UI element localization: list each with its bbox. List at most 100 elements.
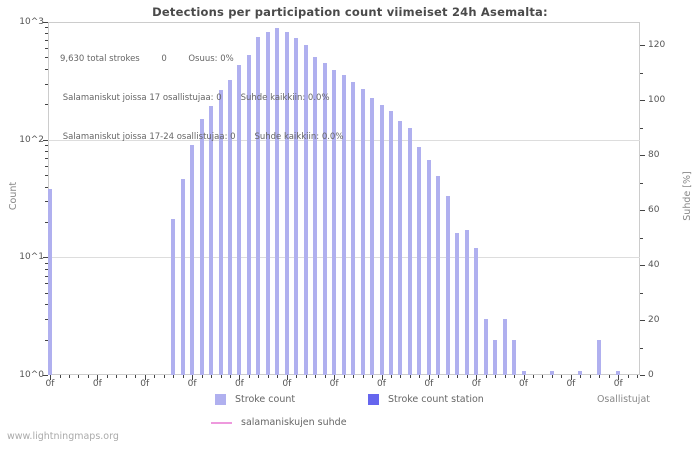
x-minor-tick — [608, 375, 610, 378]
bar — [417, 146, 422, 375]
x-major-tick — [144, 375, 146, 380]
y-left-minor-tick — [45, 165, 48, 167]
bar — [436, 176, 441, 375]
bar — [512, 339, 516, 375]
x-minor-tick — [504, 375, 506, 378]
x-minor-tick — [135, 375, 137, 378]
y-right-tick-label: 80 — [648, 150, 660, 160]
x-minor-tick — [637, 375, 639, 378]
y-left-minor-tick — [45, 27, 48, 29]
x-minor-tick — [390, 375, 392, 378]
bar — [256, 36, 261, 375]
x-minor-tick — [627, 375, 629, 378]
y-left-major-tick — [43, 22, 48, 23]
x-minor-tick — [277, 375, 279, 378]
bar — [493, 339, 498, 375]
y-left-minor-tick — [45, 151, 48, 153]
bar — [474, 248, 479, 375]
x-minor-tick — [106, 375, 108, 378]
x-minor-tick — [362, 375, 364, 378]
y-right-major-tick — [640, 210, 645, 211]
bar — [379, 105, 384, 375]
bar — [284, 31, 289, 375]
x-major-tick — [570, 375, 572, 380]
bar — [370, 98, 374, 375]
bar — [455, 233, 460, 375]
stats-line-total: 9,630 total strokes 0 Osuus: 0% — [60, 54, 234, 64]
legend-item-ratio: salamaniskujen suhde — [211, 417, 347, 428]
y-right-minor-tick — [640, 182, 643, 184]
x-minor-tick — [201, 375, 203, 378]
bar — [313, 56, 318, 375]
x-minor-tick — [59, 375, 61, 378]
x-minor-tick — [324, 375, 326, 378]
y-right-minor-tick — [640, 292, 643, 294]
bar — [265, 31, 270, 375]
x-minor-tick — [315, 375, 317, 378]
stats-line-17: Salamaniskut joissa 17 osallistujaa: 0 S… — [60, 93, 330, 103]
x-minor-tick — [154, 375, 156, 378]
x-minor-tick — [599, 375, 601, 378]
x-minor-tick — [533, 375, 534, 378]
y-right-major-tick — [640, 45, 645, 46]
y-left-minor-tick — [45, 304, 48, 306]
x-minor-tick — [561, 375, 563, 378]
bar — [445, 196, 450, 375]
x-minor-tick — [551, 375, 553, 378]
y-left-minor-tick — [45, 145, 48, 147]
x-minor-tick — [466, 375, 468, 378]
x-tick-label: 0f — [329, 379, 339, 389]
x-tick-label: 0f — [424, 379, 434, 389]
y-right-major-tick — [640, 375, 645, 376]
x-minor-tick — [78, 375, 80, 378]
y-right-tick-label: 60 — [648, 205, 660, 215]
x-minor-tick — [125, 375, 127, 378]
y-left-minor-tick — [45, 33, 48, 35]
x-minor-tick — [447, 375, 449, 378]
x-minor-tick — [542, 375, 544, 378]
y-left-major-tick — [43, 257, 48, 259]
bar — [426, 160, 431, 375]
y-left-minor-tick — [45, 186, 48, 188]
x-major-tick — [192, 375, 194, 380]
bar — [322, 63, 327, 375]
x-minor-tick — [68, 375, 70, 378]
bar — [578, 371, 583, 375]
y-left-tick-label: 10^1 — [19, 252, 44, 263]
y-right-minor-tick — [640, 72, 643, 74]
x-major-tick — [381, 375, 383, 380]
x-minor-tick — [514, 375, 515, 378]
x-minor-tick — [589, 375, 591, 378]
bar — [227, 79, 232, 375]
y-right-tick-label: 100 — [648, 95, 666, 105]
bar — [209, 106, 213, 375]
bar — [275, 27, 280, 375]
bar — [398, 120, 403, 375]
chart-title: Detections per participation count viime… — [152, 5, 548, 19]
bar — [341, 74, 346, 375]
y-left-minor-tick — [45, 104, 48, 106]
y-left-minor-tick — [45, 221, 48, 223]
ratio-line-swatch — [211, 421, 232, 424]
bar — [190, 145, 195, 375]
x-minor-tick — [248, 375, 250, 378]
y-right-major-tick — [640, 265, 645, 266]
y-right-tick-label: 20 — [648, 315, 660, 325]
legend-item-stroke-count: Stroke count — [215, 394, 295, 405]
y-left-minor-tick — [45, 339, 48, 341]
x-minor-tick — [229, 375, 231, 378]
y-left-minor-tick — [45, 262, 48, 264]
x-tick-label: 0f — [282, 379, 292, 389]
bar — [218, 90, 223, 375]
x-minor-tick — [457, 375, 459, 378]
x-minor-tick — [343, 375, 345, 378]
legend-label-ratio: salamaniskujen suhde — [241, 417, 347, 428]
x-tick-label: 0f — [377, 379, 386, 389]
x-minor-tick — [296, 375, 298, 378]
x-major-tick — [476, 375, 478, 380]
x-minor-tick — [116, 375, 118, 378]
x-major-tick — [523, 375, 525, 380]
x-major-tick — [286, 375, 288, 380]
x-tick-label: 0f — [566, 379, 576, 389]
y-left-tick-label: 10^0 — [19, 370, 44, 380]
